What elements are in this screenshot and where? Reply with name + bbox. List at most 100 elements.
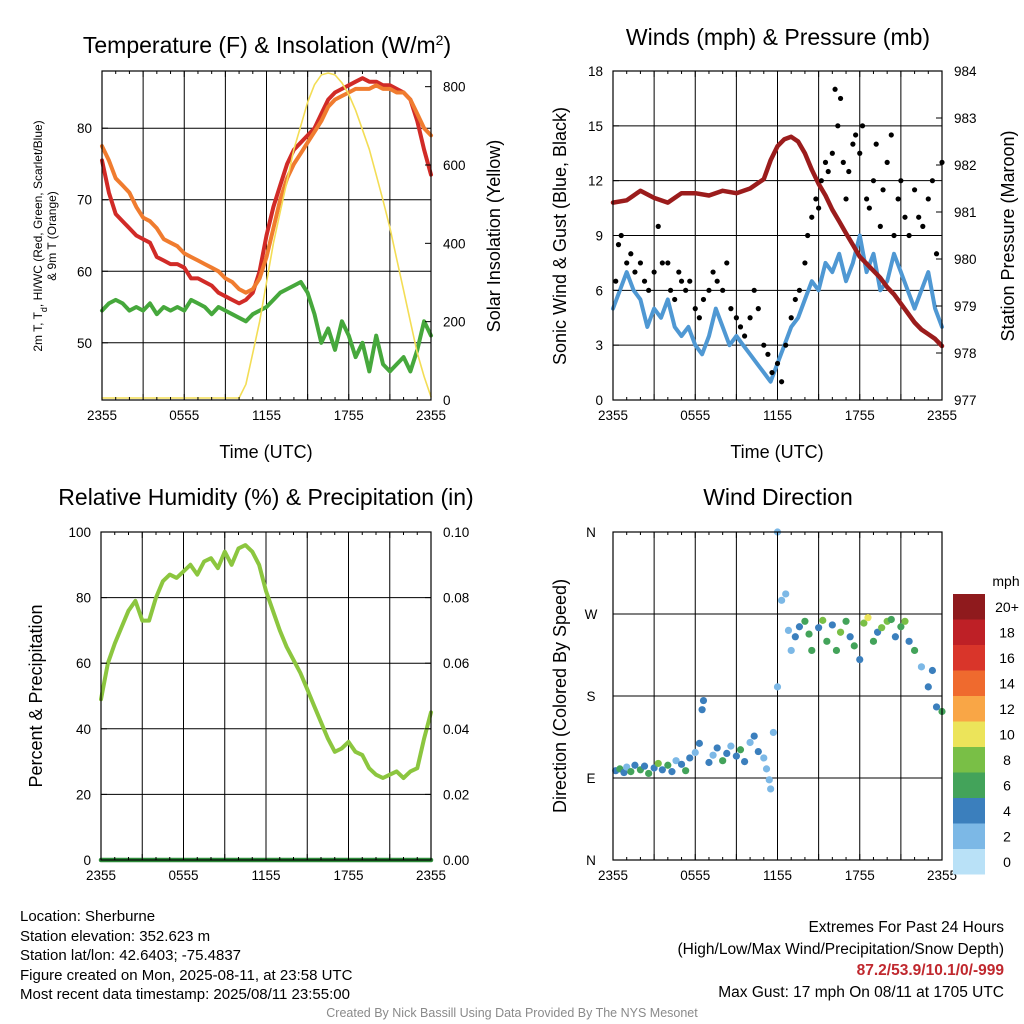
gust-point — [870, 178, 877, 184]
gust-point — [728, 306, 734, 312]
gust-point — [628, 251, 634, 257]
direction-point — [850, 642, 858, 650]
x-tick-label: 2355 — [86, 868, 116, 883]
direction-point — [654, 759, 662, 768]
direction-point — [627, 768, 635, 776]
direction-point — [713, 744, 721, 752]
direction-point — [815, 624, 823, 632]
gust-point — [720, 287, 726, 293]
colorbar-swatch — [953, 619, 985, 645]
gust-point — [933, 251, 940, 257]
colorbar-swatch — [953, 696, 985, 722]
rh-grid — [101, 532, 431, 860]
gust-point — [655, 223, 661, 229]
y2-tick-label: 0.10 — [443, 525, 469, 540]
direction-point — [878, 624, 886, 632]
x-tick-label: 2355 — [598, 408, 628, 423]
rh-panel-title: Relative Humidity (%) & Precipitation (i… — [58, 484, 473, 510]
direction-point — [719, 757, 727, 765]
extremes-title: Extremes For Past 24 Hours — [808, 919, 1004, 936]
y2-tick-label: 0.04 — [443, 722, 470, 737]
gust-point — [866, 205, 872, 211]
y2-tick-label: 977 — [954, 393, 977, 408]
gust-point — [822, 159, 829, 165]
y2-tick-label: 800 — [443, 80, 466, 95]
direction-point — [640, 762, 649, 770]
direction-point — [741, 758, 749, 766]
gust-point — [864, 196, 870, 202]
gust-point — [747, 315, 753, 321]
gust-point — [783, 342, 789, 348]
y2-tick-label: 984 — [954, 64, 977, 79]
direction-point — [769, 728, 777, 737]
colorbar-swatch — [953, 747, 985, 773]
colorbar-label: 10 — [999, 727, 1015, 743]
direction-point — [750, 732, 758, 740]
direction-point — [754, 747, 762, 756]
gust-point — [816, 205, 822, 211]
gust-point — [755, 306, 761, 312]
x-tick-label: 1755 — [845, 408, 875, 423]
direction-point — [658, 766, 666, 774]
credit-line: Created By Nick Bassill Using Data Provi… — [326, 1006, 698, 1020]
extremes-values: 87.2/53.9/10.1/0/-999 — [856, 962, 1004, 979]
direction-point — [746, 738, 754, 747]
direction-point — [887, 615, 895, 624]
direction-grid — [613, 532, 942, 860]
direction-point — [765, 776, 773, 784]
temp-series — [100, 72, 433, 399]
colorbar-label: 20+ — [995, 599, 1019, 615]
station-info: Location: Sherburne Station elevation: 3… — [20, 907, 352, 1005]
gust-point — [692, 306, 698, 312]
gust-point — [733, 315, 739, 321]
colorbar-label: 4 — [1003, 803, 1011, 819]
gust-point — [898, 178, 904, 184]
direction-point — [808, 646, 816, 655]
x-tick-label: 2355 — [927, 408, 957, 423]
y-tick-label: 0 — [83, 853, 91, 868]
gust-point — [641, 278, 648, 284]
y2-tick-label: 0.00 — [443, 853, 469, 868]
direction-point — [917, 663, 926, 671]
colorbar-label: 6 — [1003, 778, 1011, 794]
gust-point — [769, 369, 775, 376]
direction-point — [723, 749, 731, 758]
gust-point — [916, 214, 922, 220]
direction-point — [773, 683, 782, 691]
direction-point — [901, 617, 909, 625]
gust-point — [895, 196, 901, 202]
direction-point — [805, 630, 813, 638]
series-line — [99, 543, 433, 780]
winds-grid — [613, 71, 942, 400]
direction-point — [823, 637, 831, 645]
y-tick-label: E — [586, 771, 595, 786]
recent-timestamp: Most recent data timestamp: 2025/08/11 2… — [20, 986, 350, 1003]
x-tick-label: 1755 — [333, 868, 363, 883]
series-line — [100, 83, 433, 295]
gust-point — [618, 232, 624, 239]
direction-point — [705, 758, 713, 767]
colorbar-swatch — [953, 721, 985, 747]
direction-point — [732, 752, 740, 760]
direction-point — [832, 646, 841, 655]
direction-point — [620, 768, 628, 777]
temp-ylabel-line2: & 9m T (Orange) — [45, 191, 59, 281]
x-tick-label: 2355 — [416, 868, 446, 883]
direction-point — [846, 633, 854, 641]
direction-point — [677, 760, 686, 768]
y2-tick-label: 600 — [443, 158, 466, 173]
gust-point — [837, 95, 844, 102]
y2-tick-label: 981 — [954, 205, 977, 220]
colorbar-label: 14 — [999, 676, 1015, 692]
y-tick-label: 20 — [76, 787, 91, 802]
figure-created: Figure created on Mon, 2025-08-11, at 23… — [20, 966, 353, 984]
direction-point — [897, 623, 905, 631]
y-tick-label: 6 — [595, 283, 603, 298]
series-line — [610, 134, 945, 349]
colorbar-label: 12 — [999, 701, 1015, 717]
gust-point — [813, 196, 819, 202]
direction-point — [924, 683, 932, 691]
direction-point — [860, 619, 868, 627]
y2-tick-label: 982 — [954, 158, 977, 173]
direction-point — [631, 761, 639, 769]
